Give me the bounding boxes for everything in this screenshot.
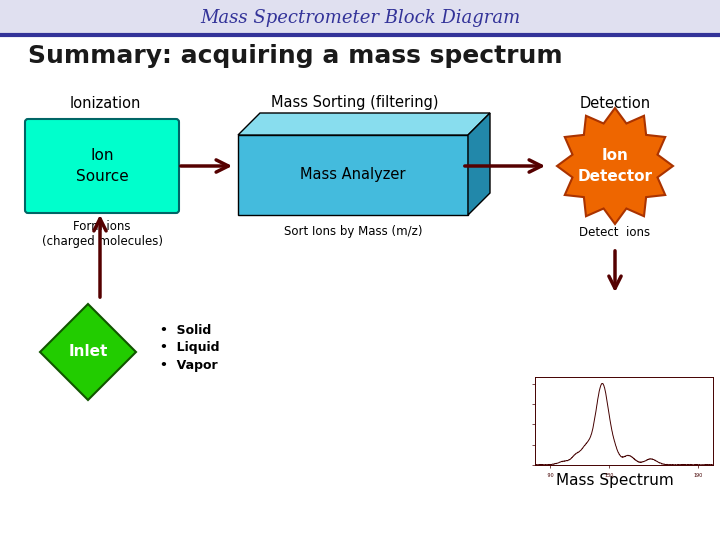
FancyBboxPatch shape — [25, 119, 179, 213]
Polygon shape — [557, 108, 673, 224]
Text: Mass Analyzer: Mass Analyzer — [300, 167, 406, 183]
Text: Form ions: Form ions — [73, 220, 131, 233]
Text: •  Vapor: • Vapor — [160, 360, 217, 373]
Text: Ion
Source: Ion Source — [76, 148, 128, 184]
Text: Summary: acquiring a mass spectrum: Summary: acquiring a mass spectrum — [28, 44, 562, 68]
Text: Mass Spectrum: Mass Spectrum — [556, 472, 674, 488]
Text: •  Solid: • Solid — [160, 323, 211, 336]
Polygon shape — [40, 304, 136, 400]
Text: (charged molecules): (charged molecules) — [42, 234, 163, 247]
Text: •  Liquid: • Liquid — [160, 341, 220, 354]
Text: Mass Spectrometer Block Diagram: Mass Spectrometer Block Diagram — [200, 9, 520, 27]
Text: Detection: Detection — [580, 96, 651, 111]
Text: Ion
Detector: Ion Detector — [577, 148, 652, 184]
Text: Inlet: Inlet — [68, 345, 108, 360]
Text: Detect  ions: Detect ions — [580, 226, 651, 239]
Polygon shape — [468, 113, 490, 215]
Bar — [0, 0, 720, 35]
Text: Mass Sorting (filtering): Mass Sorting (filtering) — [271, 96, 438, 111]
Polygon shape — [238, 113, 490, 135]
Text: Ionization: Ionization — [69, 96, 140, 111]
Bar — [238, 135, 468, 215]
Text: Sort Ions by Mass (m/z): Sort Ions by Mass (m/z) — [284, 226, 422, 239]
